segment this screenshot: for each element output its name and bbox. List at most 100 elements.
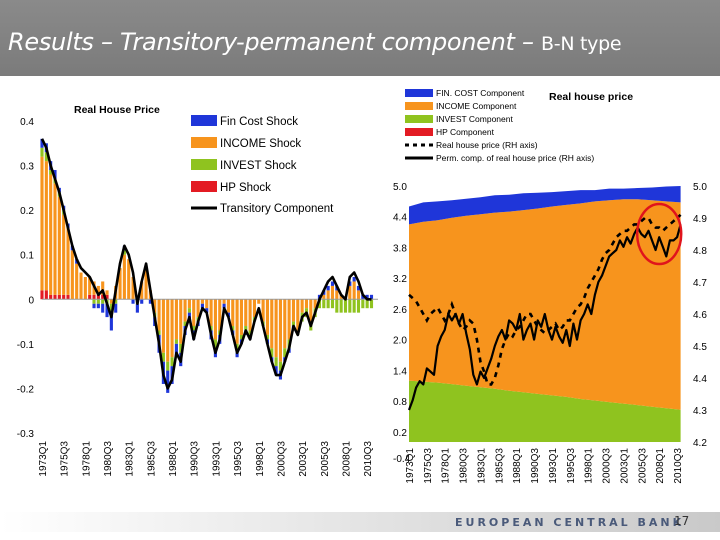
right-xtick-label: 1990Q3 <box>530 448 541 484</box>
left-bar-fin_cost <box>140 299 144 304</box>
left-bar-income <box>157 299 161 331</box>
left-bar-fin_cost <box>326 285 330 291</box>
left-bar-income <box>183 299 187 322</box>
left-bar-fin_cost <box>200 303 204 309</box>
right-y-axis-left: 5.0 4.4 3.8 3.2 2.6 2.0 1.4 0.8 0.2 -0.4 <box>393 182 411 465</box>
left-bar-income <box>200 299 204 304</box>
left-bar-fin_cost <box>356 285 361 291</box>
left-bar-income <box>131 277 135 300</box>
right-ytick-left-label: 0.2 <box>393 428 407 439</box>
highlight-circle-annotation <box>635 202 683 266</box>
left-bar-income <box>326 290 330 300</box>
left-bar-income <box>296 299 300 331</box>
left-bar-income <box>226 299 230 313</box>
left-bar-income <box>235 299 239 344</box>
left-bar-income <box>339 294 343 300</box>
legend2-label-real-price: Real house price (RH axis) <box>436 140 538 150</box>
slide-title: Results – Transitory-permanent component… <box>8 28 622 56</box>
left-bar-income <box>83 277 87 300</box>
right-ytick-left-label: -0.4 <box>393 454 411 465</box>
left-bar-invest <box>187 308 191 313</box>
legend-swatch-fin-cost <box>191 115 217 126</box>
left-bar-invest <box>157 330 161 335</box>
left-bar-invest <box>174 339 178 344</box>
left-bar-invest <box>278 361 283 371</box>
left-bar-fin_cost <box>53 170 57 179</box>
left-bar-invest <box>361 299 365 309</box>
left-xtick-label: 1990Q3 <box>190 441 201 477</box>
left-chart: 0.40.30.20.10-0.1-0.2-0.3 1973Q1 1975Q3 19… <box>17 104 378 477</box>
left-bar-invest <box>291 321 296 327</box>
legend-label-hp: HP Shock <box>220 182 271 194</box>
right-ytick-left-label: 1.4 <box>393 366 407 377</box>
left-xtick-label: 1993Q1 <box>211 441 222 477</box>
left-xtick-label: 1995Q3 <box>233 441 244 477</box>
left-ytick-label: -0.2 <box>17 384 35 395</box>
right-xtick-label: 1998Q1 <box>584 448 595 484</box>
left-bar-fin_cost <box>174 343 178 358</box>
legend2-label-invest: INVEST Component <box>436 114 513 124</box>
left-bar-fin_cost <box>205 308 209 313</box>
left-bar-income <box>261 299 265 322</box>
left-bar-income <box>53 183 57 295</box>
legend-label-income: INCOME Shock <box>220 138 301 150</box>
left-xtick-label: 1978Q1 <box>81 441 92 477</box>
left-xtick-label: 1973Q1 <box>38 441 49 477</box>
left-xtick-label: 2003Q1 <box>298 441 309 477</box>
right-area-fin-cost <box>409 186 681 225</box>
left-bar-invest <box>369 299 374 309</box>
left-bar-income <box>252 299 256 318</box>
right-ytick-right-label: 4.2 <box>693 438 707 449</box>
left-bar-fin_cost <box>135 303 139 313</box>
legend2-label-income: INCOME Component <box>436 101 517 111</box>
page-number: 17 <box>674 514 690 528</box>
left-bar-hp <box>92 294 96 300</box>
left-bar-hp <box>62 294 66 300</box>
right-xtick-label: 1983Q1 <box>476 448 487 484</box>
left-bar-invest <box>101 299 105 304</box>
left-bar-invest <box>179 343 183 353</box>
left-bar-income <box>356 290 361 300</box>
left-xtick-label: 1980Q3 <box>103 441 114 477</box>
right-xtick-label: 1988Q1 <box>512 448 523 484</box>
left-bar-income <box>66 227 70 295</box>
left-bar-income <box>222 299 226 304</box>
left-bar-fin_cost <box>114 303 118 313</box>
left-ytick-label: 0.4 <box>20 117 34 128</box>
left-bar-income <box>166 299 170 362</box>
right-xtick-label: 1985Q3 <box>494 448 505 484</box>
right-chart-title: Real house price <box>549 91 633 103</box>
left-bar-invest <box>343 299 348 313</box>
left-bar-income <box>291 299 296 322</box>
right-xtick-label: 1978Q1 <box>441 448 452 484</box>
legend-swatch-hp <box>191 181 217 192</box>
left-bar-fin_cost <box>166 370 170 393</box>
left-bar-income <box>161 299 165 353</box>
left-bar-fin_cost <box>40 138 44 148</box>
right-ytick-left-label: 3.8 <box>393 243 407 254</box>
left-xtick-label: 1983Q1 <box>125 441 136 477</box>
left-bar-invest <box>213 339 217 349</box>
left-bar-income <box>75 263 79 300</box>
left-bar-fin_cost <box>361 294 365 300</box>
left-bar-hp <box>88 294 92 300</box>
legend-swatch-income <box>191 137 217 148</box>
left-xtick-label: 2005Q3 <box>320 441 331 477</box>
left-bar-income <box>40 156 44 291</box>
right-xtick-label: 2003Q1 <box>619 448 630 484</box>
left-bar-income <box>300 299 304 313</box>
left-bar-income <box>309 299 313 322</box>
left-bar-income <box>278 299 283 362</box>
left-bar-hp <box>44 290 48 300</box>
left-ytick-label: 0 <box>28 295 34 306</box>
legend-label-fin-cost: Fin Cost Shock <box>220 116 298 128</box>
left-bar-invest <box>326 299 330 309</box>
left-bar-hp <box>105 294 109 300</box>
left-bar-income <box>118 268 122 300</box>
left-bar-invest <box>244 326 248 331</box>
left-bar-income <box>127 259 131 300</box>
left-bar-hp <box>53 294 57 300</box>
left-bar-income <box>170 299 174 358</box>
right-ytick-left-label: 3.2 <box>393 274 407 285</box>
